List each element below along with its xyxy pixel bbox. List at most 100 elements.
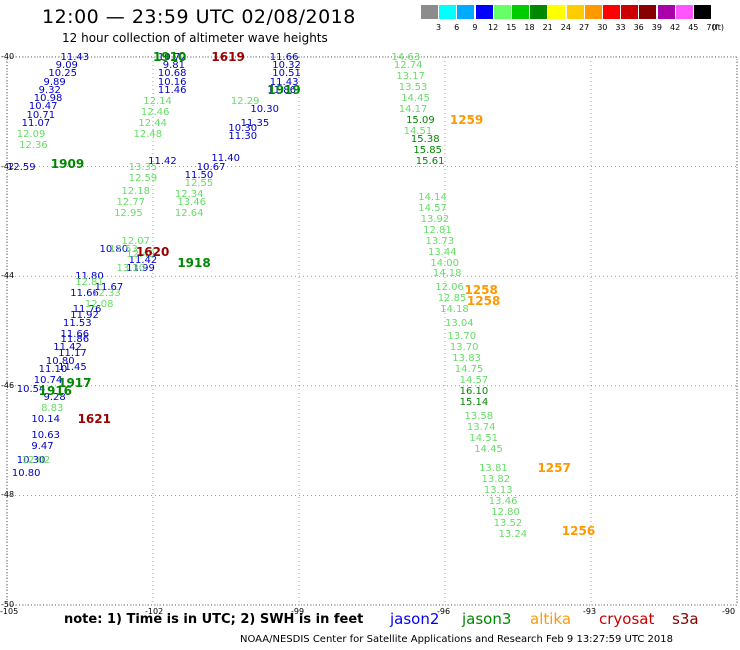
wave-height-label: 13.30 <box>116 262 146 274</box>
wave-height-label: 13.52 <box>493 517 523 529</box>
wave-height-label: 10.25 <box>48 68 77 80</box>
wave-height-label: 11.07 <box>21 117 51 129</box>
orbit-rev-label: 1258 <box>464 282 498 297</box>
wave-height-label: 13.82 <box>481 473 511 485</box>
wave-height-label: 13.13 <box>483 484 513 496</box>
orbit-rev-label: 1916 <box>38 384 73 399</box>
wave-height-label: 12.95 <box>114 208 143 220</box>
wave-height-label: 10.80 <box>45 356 75 368</box>
wave-height-label: 15.38 <box>410 134 440 146</box>
wave-height-label: 12.18 <box>121 186 150 198</box>
scale-swatch <box>603 5 620 19</box>
map-title: 12:00 — 23:59 UTC 02/08/2018 <box>42 6 356 28</box>
wave-height-label: 11.66 <box>269 52 299 63</box>
scale-swatch <box>475 5 493 19</box>
scale-value: 12 <box>488 23 499 32</box>
lat-tick-label: -46 <box>1 380 15 390</box>
wave-height-label: 13.58 <box>464 410 494 422</box>
wave-height-label: 9.28 <box>43 391 66 403</box>
wave-height-label: 12.44 <box>138 117 168 129</box>
wave-height-label: 14.14 <box>418 191 447 203</box>
wave-height-label: 14.17 <box>398 104 428 116</box>
wave-height-label: 14.51 <box>403 125 433 137</box>
wave-height-label: 12.81 <box>423 224 452 236</box>
scale-value: 15 <box>506 23 517 32</box>
wave-height-label: 11.42 <box>148 156 177 168</box>
wave-height-label: 10.98 <box>33 93 63 105</box>
wave-height-label: 11.42 <box>53 342 82 354</box>
orbit-rev-label: 1919 <box>267 82 301 97</box>
wave-height-label: 12.48 <box>133 128 163 140</box>
wave-height-label: 13.24 <box>498 528 528 540</box>
wave-height-label: 13.83 <box>452 353 481 365</box>
lat-tick-label: -42 <box>1 161 15 171</box>
orbit-rev-label: 1621 <box>77 411 111 426</box>
lat-tick-label: -44 <box>1 271 15 281</box>
wave-height-label: 10.30 <box>228 123 258 135</box>
wave-height-label: 12.36 <box>19 139 48 151</box>
map-frame <box>6 56 738 606</box>
mission-legend-s3a: s3a <box>672 610 699 628</box>
scale-value: 36 <box>633 23 644 32</box>
wave-height-label: 11.67 <box>94 282 124 294</box>
wave-height-label: 12.14 <box>143 95 172 107</box>
lon-tick-label: -102 <box>145 607 164 616</box>
wave-height-label: 15.85 <box>413 145 442 157</box>
wave-height-label: 12.81 <box>75 276 104 288</box>
scale-swatch <box>657 5 675 19</box>
wave-height-label: 11.35 <box>240 117 270 129</box>
scale-swatch <box>675 5 693 19</box>
scale-swatch <box>621 5 639 19</box>
wave-height-label: 14.63 <box>391 52 421 63</box>
scale-value: 33 <box>615 23 626 32</box>
orbit-rev-label: 1259 <box>449 113 484 128</box>
wave-height-label: 12.29 <box>230 95 260 107</box>
scale-swatch <box>421 5 438 19</box>
orbit-rev-label: 1909 <box>50 156 85 171</box>
wave-height-label: 13.46 <box>488 495 518 507</box>
wave-height-label: 13.74 <box>466 421 496 433</box>
wave-height-label: 13.35 <box>128 161 158 173</box>
wave-height-label: 10.63 <box>31 430 60 442</box>
lon-tick-label: -99 <box>291 607 305 616</box>
wave-height-label: 14.57 <box>459 375 489 387</box>
orbit-rev-label: 1910 <box>153 50 187 64</box>
orbit-rev-label: 1619 <box>211 50 245 64</box>
wave-height-label: 11.76 <box>72 304 102 316</box>
orbit-rev-label: 1620 <box>135 244 170 259</box>
scale-value: 24 <box>560 23 571 32</box>
wave-height-label: 13.44 <box>427 246 457 258</box>
lon-tick-label: -96 <box>437 607 451 616</box>
lat-tick-label: -40 <box>1 52 15 61</box>
wave-height-label: 13.70 <box>447 331 477 343</box>
scale-value: 30 <box>597 23 608 32</box>
scale-value: 9 <box>472 23 478 32</box>
legend-note: note: 1) Time is in UTC; 2) SWH is in fe… <box>64 612 364 627</box>
scale-swatch <box>694 5 711 19</box>
wave-height-label: 9.89 <box>43 76 66 88</box>
wave-height-label: 12.08 <box>84 298 114 310</box>
wave-height-label: 12.53 <box>109 243 138 255</box>
lon-tick-label: -93 <box>583 607 597 616</box>
wave-height-label: 12.06 <box>435 282 464 294</box>
wave-height-label: 12.33 <box>92 287 121 299</box>
wave-height-label: 14.57 <box>418 202 447 214</box>
wave-height-label: 10.32 <box>272 60 301 72</box>
wave-height-label: 11.99 <box>126 262 155 274</box>
wave-height-label: 11.46 <box>157 84 187 96</box>
wave-height-label: 10.67 <box>196 161 226 173</box>
wave-height-label: 16.10 <box>459 386 489 398</box>
wave-height-label: 10.54 <box>16 383 46 395</box>
wave-height-label: 12.09 <box>16 128 46 140</box>
scale-value: 39 <box>651 23 662 32</box>
scale-value: 42 <box>670 23 681 32</box>
wave-height-label: 10.74 <box>33 375 63 387</box>
wave-height-label: 13.17 <box>396 71 425 83</box>
wave-height-label: 11.86 <box>60 334 90 346</box>
scale-value: 6 <box>454 23 460 32</box>
scale-swatch <box>548 5 566 19</box>
orbit-rev-label: 1918 <box>177 255 211 270</box>
scale-value: 18 <box>524 23 535 32</box>
wave-height-label: 10.71 <box>26 109 56 121</box>
wave-height-label: 11.66 <box>70 287 99 299</box>
